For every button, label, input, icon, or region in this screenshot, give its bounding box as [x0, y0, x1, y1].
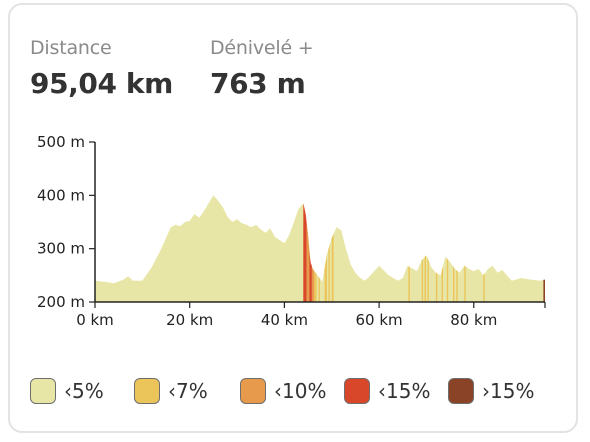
x-tick-label: 60 km: [356, 311, 403, 329]
legend-label-under-15: ‹15%: [378, 379, 431, 403]
grade-segment: [306, 222, 310, 302]
distance-label: Distance: [30, 37, 112, 59]
grade-segment: [424, 255, 426, 302]
legend-swatch-under-7: [134, 378, 160, 404]
distance-stat: Distance 95,04 km: [30, 37, 173, 100]
grade-segment: [408, 266, 410, 302]
grade-segment: [427, 257, 429, 302]
elevation-gain-label: Dénivelé +: [210, 37, 314, 59]
grade-segment: [331, 233, 334, 302]
elevation-profile-card: Distance 95,04 km Dénivelé + 763 m 200 m…: [8, 3, 578, 433]
elevation-area: [95, 195, 545, 302]
legend-label-over-15: ›15%: [482, 379, 535, 403]
elevation-profile-chart[interactable]: 200 m 300 m 400 m 500 m 0 km 20 km 40 km 60 km 8…: [10, 5, 576, 345]
y-tick-label: 300 m: [37, 240, 85, 258]
legend-label-under-5: ‹5%: [64, 379, 104, 403]
elevation-area-layer: [95, 195, 545, 302]
legend-label-under-10: ‹10%: [274, 379, 327, 403]
grade-segment: [318, 276, 320, 302]
distance-value: 95,04 km: [30, 67, 173, 100]
grade-segment: [441, 266, 443, 302]
x-tick-label: 40 km: [261, 311, 308, 329]
grade-segment: [311, 266, 315, 302]
elevation-gain-stat: Dénivelé + 763 m: [210, 37, 314, 100]
y-tick-label: 500 m: [37, 133, 85, 151]
y-tick-label: 400 m: [37, 186, 85, 204]
legend-swatch-under-15: [344, 378, 370, 404]
grade-segment: [543, 279, 545, 302]
chart-axes: [89, 141, 546, 308]
legend-swatch-under-5: [30, 378, 56, 404]
grade-segment: [435, 272, 438, 302]
grade-segment: [421, 258, 424, 302]
x-tick-label: 0 km: [76, 311, 114, 329]
grade-segment: [456, 270, 458, 302]
grade-segment: [328, 244, 330, 302]
grade-segment: [309, 251, 312, 302]
x-tick-label: 20 km: [166, 311, 213, 329]
grade-segment: [453, 266, 455, 302]
grade-segments-layer: [303, 203, 545, 302]
grade-segment: [314, 270, 317, 302]
grade-segment: [303, 203, 307, 302]
y-tick-label: 200 m: [37, 293, 85, 311]
grade-segment: [464, 265, 466, 302]
grade-segment: [483, 273, 485, 302]
legend-swatch-under-10: [240, 378, 266, 404]
x-tick-label: 80 km: [450, 311, 497, 329]
legend-label-under-7: ‹7%: [168, 379, 208, 403]
grade-segment: [446, 258, 449, 302]
elevation-gain-value: 763 m: [210, 67, 306, 100]
grade-segment: [324, 254, 327, 302]
chart-tick-labels: 200 m 300 m 400 m 500 m 0 km 20 km 40 km 60 km 8…: [37, 133, 497, 329]
legend-swatch-over-15: [448, 378, 474, 404]
